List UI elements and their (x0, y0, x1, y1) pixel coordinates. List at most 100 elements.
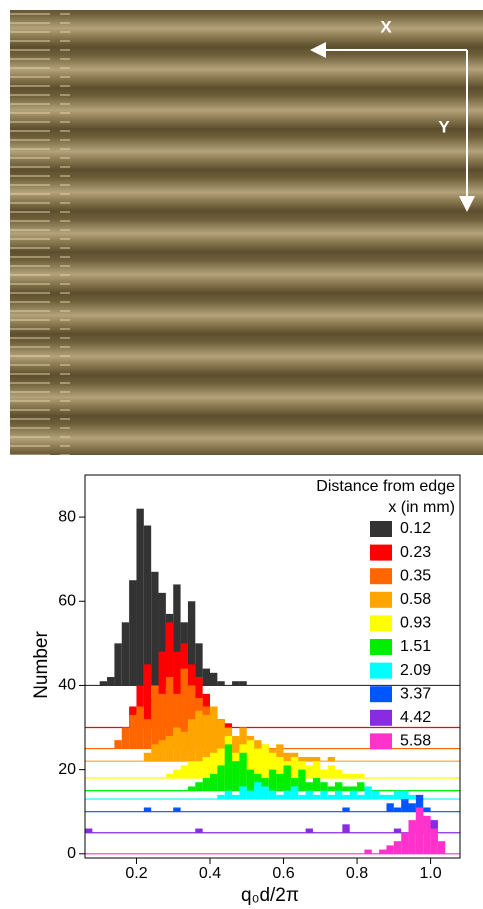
histogram-bar (187, 601, 196, 686)
histogram-bar (276, 744, 284, 762)
legend-label: 1.51 (400, 638, 431, 655)
histogram-bar (312, 794, 321, 800)
histogram-bar (298, 769, 306, 791)
histogram-bar (210, 672, 218, 686)
histogram-bar (151, 744, 159, 762)
legend-swatch (370, 615, 392, 632)
plot-frame (84, 474, 461, 859)
histogram-bar (342, 824, 350, 833)
histogram-bar (298, 794, 306, 800)
x-tick-label: 0.8 (346, 865, 368, 882)
histogram-bar (312, 756, 321, 762)
y-direction-label: Y (438, 117, 450, 136)
histogram-bar (165, 677, 174, 749)
histogram-bar (437, 841, 446, 854)
histogram-bar (187, 719, 196, 762)
histogram-bar (261, 778, 269, 791)
legend-label: 0.23 (400, 544, 431, 561)
histogram-bar (393, 790, 402, 800)
histogram-bar (239, 681, 247, 686)
photo-background (10, 10, 483, 455)
histogram-bar (423, 807, 431, 812)
histogram-bar (386, 845, 394, 854)
histogram-bar (349, 790, 358, 800)
histogram-bar (180, 668, 188, 749)
histogram-bar (136, 706, 144, 749)
histogram-bar (165, 622, 174, 728)
histogram-bar (143, 807, 152, 812)
histogram-bar (254, 782, 262, 800)
histogram-bar (342, 807, 350, 812)
histogram-bar (327, 756, 335, 762)
histogram-bar (423, 815, 431, 854)
histogram-bar (187, 685, 196, 749)
histogram-bar (232, 794, 240, 800)
histogram-bar (210, 773, 218, 791)
histogram-bar (371, 790, 380, 800)
histogram-bar (430, 820, 438, 833)
histogram-bar (401, 832, 409, 854)
histogram-bar (129, 580, 137, 686)
y-tick-label: 40 (58, 677, 76, 694)
histogram-bar (268, 752, 277, 779)
histogram-bar (217, 681, 225, 686)
histogram-bar (335, 782, 343, 791)
y-tick-label: 80 (58, 508, 76, 525)
histogram-bar (342, 773, 350, 779)
histogram-bar (202, 714, 210, 762)
histogram-bar (173, 727, 181, 762)
histogram-bar (187, 761, 196, 779)
histogram-bar (254, 748, 262, 779)
x-tick-label: 1.0 (419, 865, 441, 882)
histogram-bar (143, 664, 152, 728)
histogram-bar (305, 756, 313, 762)
histogram-bar (210, 706, 218, 762)
histogram-bar (143, 525, 152, 686)
legend-label: 0.12 (400, 520, 431, 537)
histogram-bar (393, 828, 402, 833)
x-axis-label: q₀d/2π (241, 885, 299, 906)
histogram-bar (305, 782, 313, 791)
histogram-bar (224, 790, 233, 800)
x-tick-label: 0.4 (199, 865, 221, 882)
histogram-bar (408, 794, 416, 800)
histogram-bar (210, 752, 218, 779)
histogram-bar (202, 668, 210, 686)
histogram-bar (276, 756, 284, 779)
histogram-bar (232, 761, 240, 791)
legend-label: 3.37 (400, 685, 431, 702)
legend-swatch (370, 662, 392, 679)
histogram-bar (239, 752, 247, 791)
histogram-bar (268, 790, 277, 800)
histogram-bar (173, 651, 181, 728)
histogram-bar (202, 756, 210, 779)
histogram-bar (195, 643, 203, 686)
legend-swatch (370, 544, 392, 561)
histogram-bar (386, 803, 394, 812)
histogram-bar (151, 571, 159, 686)
legend-label: 0.35 (400, 567, 431, 584)
histogram-bar (320, 769, 328, 779)
histogram-bar (342, 794, 350, 800)
histogram-bar (114, 643, 122, 686)
histogram-bar (349, 786, 358, 791)
histogram-bar (290, 778, 299, 791)
histogram-bar (283, 790, 291, 800)
histogram-bar (165, 735, 174, 762)
histogram-bar (357, 773, 365, 779)
histogram-bar (349, 773, 358, 779)
histogram-bar (327, 765, 335, 779)
legend-swatch (370, 591, 392, 608)
histogram-bar (379, 794, 387, 800)
histogram-bar (158, 693, 166, 749)
histogram-bar (261, 786, 269, 800)
histogram-bar (357, 794, 365, 800)
legend-swatch (370, 709, 392, 726)
histogram-bar (180, 731, 188, 762)
histogram-bar (158, 651, 166, 728)
histogram-bar (305, 828, 313, 833)
histogram-bar (121, 727, 130, 749)
histogram-bar (129, 714, 137, 749)
histogram-bar (283, 765, 291, 791)
histogram-bar (173, 584, 181, 686)
